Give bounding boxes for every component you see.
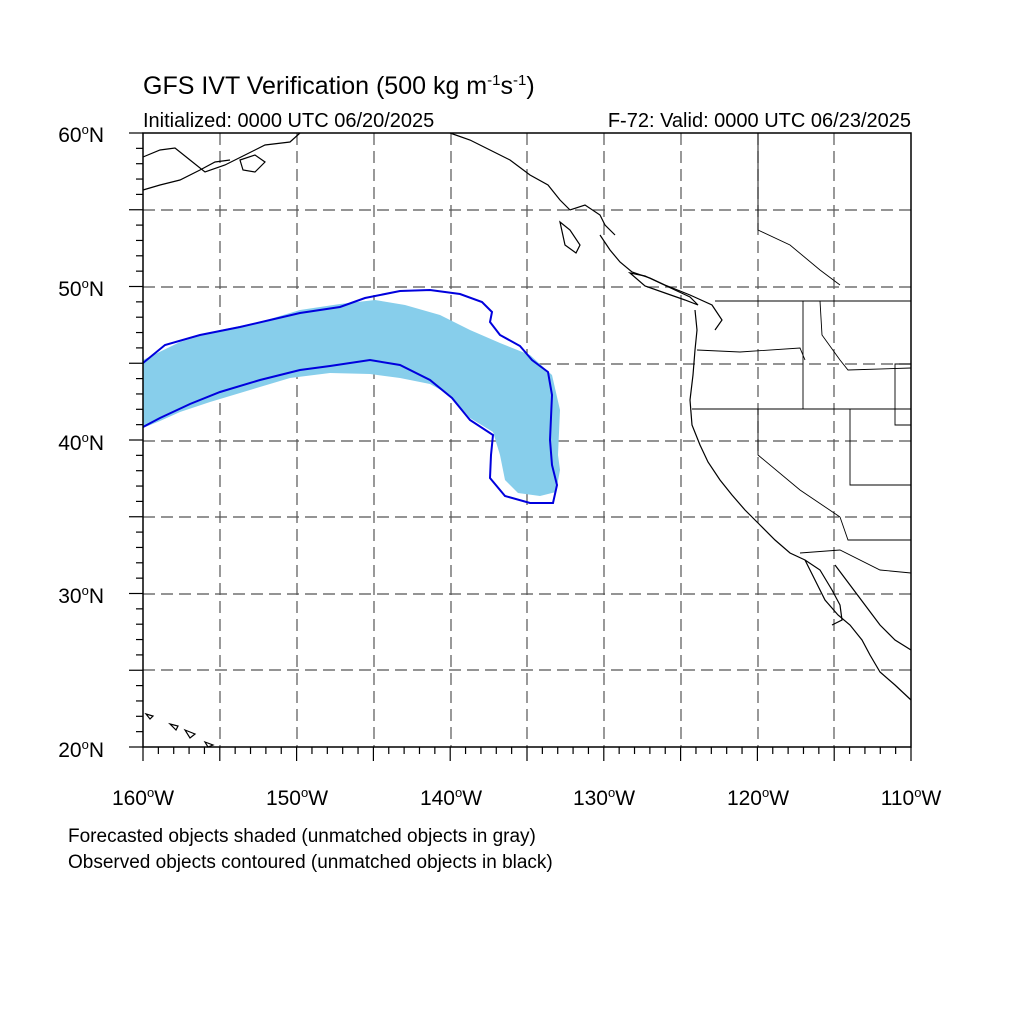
alaska-coast: [142, 132, 301, 173]
lat-label-30: 30oN: [58, 583, 104, 608]
lon-label-150w: 150oW: [265, 785, 329, 810]
lat-label-40: 40oN: [58, 430, 104, 455]
montana-idaho-border: [819, 300, 912, 371]
southeast-alaska-coast: [449, 132, 616, 236]
baja-california-coast: [804, 559, 912, 701]
lat-label-20: 20oN: [58, 737, 104, 762]
nevada-utah-border: [849, 409, 911, 486]
gulf-of-california-coast: [834, 564, 912, 651]
axis-ticks: [129, 132, 912, 761]
vancouver-island: [627, 271, 699, 306]
init-time-label: Initialized: 0000 UTC 06/20/2025: [143, 110, 435, 132]
chart-title: GFS IVT Verification (500 kg m-1s-1): [143, 72, 535, 100]
forecast-note: Forecasted objects shaded (unmatched obj…: [68, 826, 536, 847]
valid-time-label: F-72: Valid: 0000 UTC 06/23/2025: [607, 110, 911, 132]
queen-charlotte-islands: [559, 220, 581, 254]
lon-label-140w: 140oW: [419, 785, 483, 810]
lat-label-50: 50oN: [58, 276, 104, 301]
forecast-ivt-object: [143, 300, 560, 496]
lon-label-120w: 120oW: [726, 785, 790, 810]
us-west-coast: [689, 309, 843, 626]
canada-province-border: [757, 133, 841, 286]
lon-label-160w: 160oW: [111, 785, 175, 810]
political-boundaries: [692, 133, 912, 574]
lat-label-60: 60oN: [58, 122, 104, 147]
kodiak-island: [239, 154, 266, 173]
observed-ivt-contour: [142, 288, 559, 504]
lon-label-130w: 130oW: [572, 785, 636, 810]
hawaii-islands: [144, 712, 215, 748]
us-mexico-border: [799, 549, 912, 574]
observed-note: Observed objects contoured (unmatched ob…: [68, 852, 553, 873]
california-nevada-border: [757, 409, 841, 518]
washington-oregon-border: [696, 347, 806, 361]
coastlines: [142, 132, 912, 748]
wyoming-border: [894, 363, 912, 426]
bc-coast: [599, 234, 723, 331]
arizona-border: [839, 516, 911, 541]
lon-label-110w: 110oW: [880, 785, 942, 810]
alaska-peninsula-coast: [142, 159, 231, 191]
